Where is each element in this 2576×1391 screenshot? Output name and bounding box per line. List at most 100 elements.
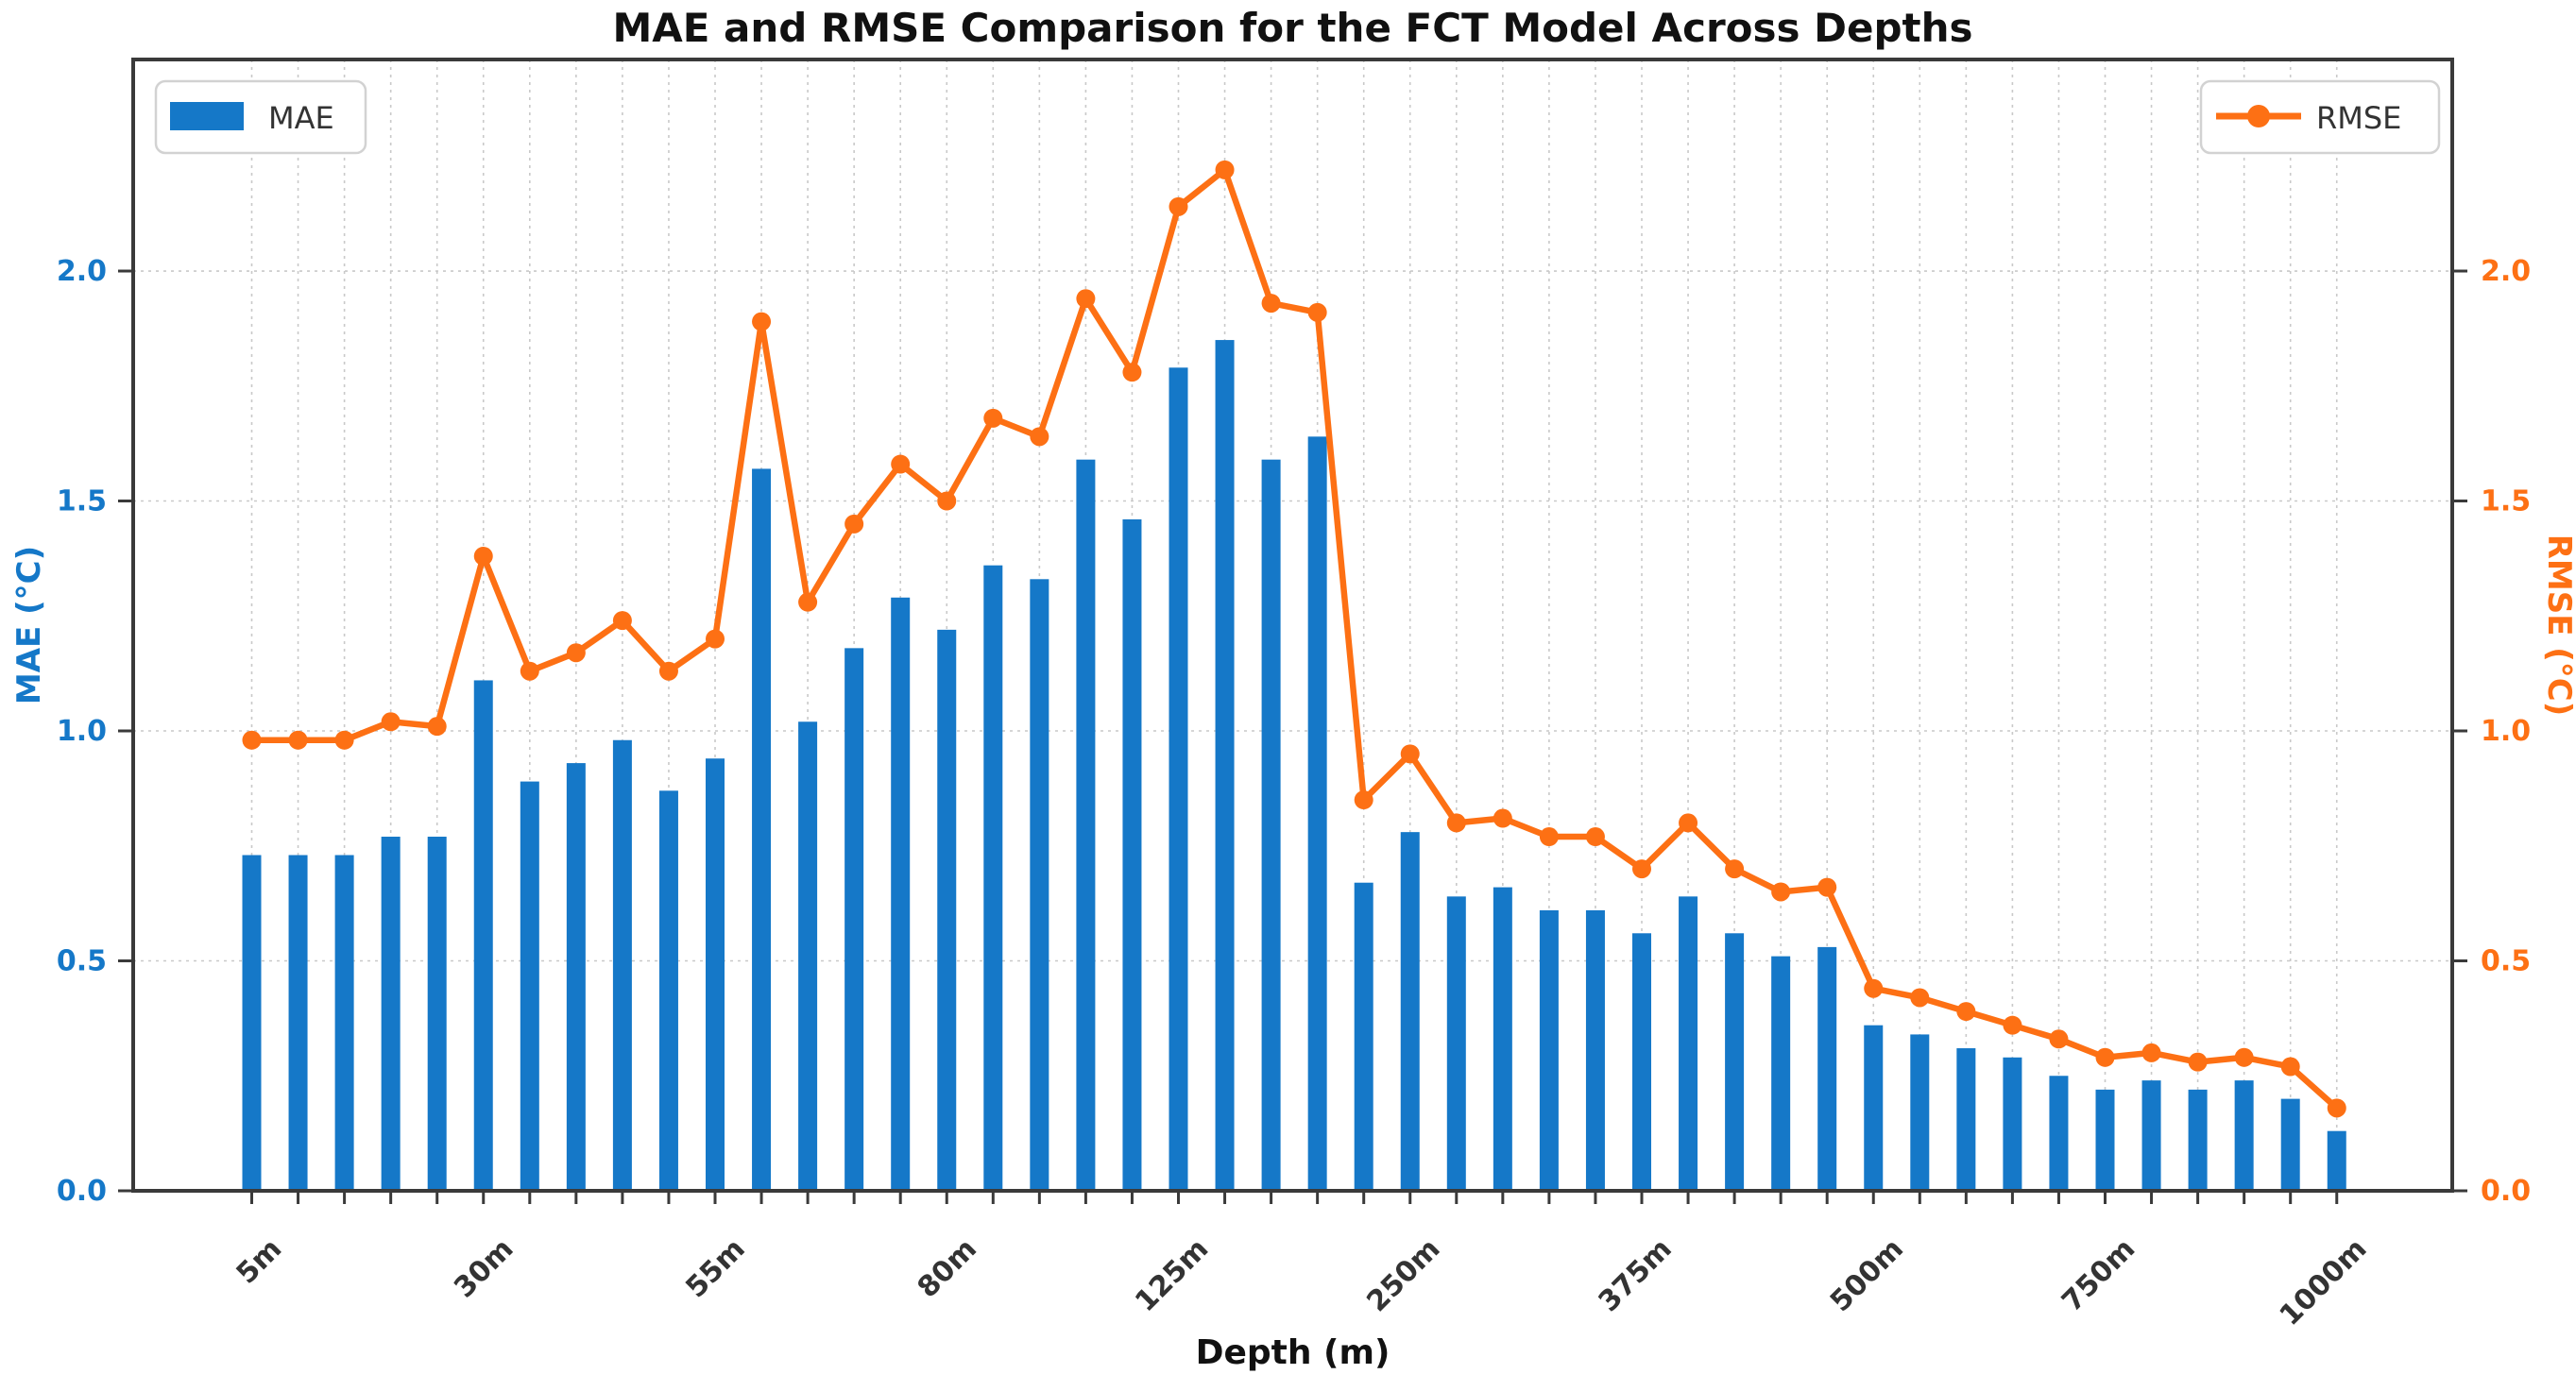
- rmse-marker: [381, 712, 401, 732]
- rmse-marker: [844, 514, 864, 534]
- y-left-axis-title: MAE (°C): [10, 546, 48, 704]
- mae-bar: [798, 721, 818, 1191]
- rmse-marker: [2234, 1047, 2254, 1067]
- mae-bar: [612, 739, 632, 1191]
- mae-bar: [2141, 1080, 2161, 1191]
- mae-bar: [473, 680, 493, 1191]
- mae-bar: [844, 648, 864, 1191]
- rmse-marker: [752, 312, 772, 331]
- mae-bar: [334, 855, 354, 1191]
- mae-bar: [2280, 1098, 2300, 1191]
- y-right-tick-label: 0.0: [2481, 1175, 2531, 1208]
- rmse-marker: [612, 611, 632, 631]
- mae-bar: [1493, 887, 1512, 1191]
- rmse-marker: [473, 546, 493, 566]
- rmse-marker: [242, 730, 262, 750]
- rmse-marker: [1076, 289, 1096, 309]
- y-right-tick-label: 1.0: [2481, 715, 2531, 748]
- mae-bar: [2327, 1130, 2346, 1191]
- gridlines: [133, 59, 2452, 1191]
- rmse-marker: [1215, 160, 1235, 179]
- rmse-marker: [1725, 859, 1745, 879]
- mae-bar: [1585, 909, 1605, 1191]
- mae-bar: [1076, 459, 1096, 1191]
- mae-bar: [937, 629, 957, 1191]
- mae-bar: [1679, 896, 1698, 1191]
- mae-bar: [2234, 1080, 2254, 1191]
- mae-bar: [1817, 946, 1837, 1191]
- legend-rmse-label: RMSE: [2316, 100, 2401, 136]
- rmse-marker: [1817, 877, 1837, 897]
- legend-mae-box: [154, 79, 367, 155]
- rmse-marker: [658, 661, 678, 681]
- mae-bar: [1122, 518, 1142, 1191]
- rmse-marker: [1169, 196, 1188, 216]
- mae-bar: [1910, 1034, 1930, 1191]
- rmse-marker: [520, 661, 539, 681]
- rmse-marker: [1585, 827, 1605, 847]
- mae-bar: [891, 597, 911, 1191]
- rmse-markers-group: [242, 160, 2346, 1118]
- mae-bar: [1215, 340, 1235, 1191]
- legend-mae: MAE: [154, 79, 367, 155]
- y-left-tick-label: 1.5: [57, 485, 107, 518]
- rmse-marker: [706, 629, 725, 649]
- rmse-marker: [1261, 294, 1281, 314]
- mae-bar: [1030, 579, 1049, 1191]
- mae-bar: [1956, 1048, 1976, 1191]
- mae-bar: [706, 758, 725, 1191]
- y-left-tick-label: 2.0: [57, 255, 107, 288]
- rmse-marker: [1910, 988, 1930, 1008]
- mae-bar: [1169, 367, 1188, 1191]
- mae-bar: [1632, 933, 1651, 1191]
- rmse-marker: [891, 454, 911, 474]
- rmse-marker: [983, 408, 1003, 428]
- rmse-marker: [2280, 1057, 2300, 1077]
- rmse-marker: [1864, 978, 1884, 998]
- mae-bar: [1539, 909, 1559, 1191]
- rmse-marker: [334, 730, 354, 750]
- mae-bar: [1400, 832, 1420, 1191]
- mae-bars-group: [242, 340, 2346, 1192]
- rmse-marker: [937, 491, 957, 511]
- rmse-marker: [288, 730, 308, 750]
- mae-bar: [2049, 1076, 2069, 1191]
- rmse-marker: [1956, 1002, 1976, 1022]
- mae-bar: [520, 781, 539, 1191]
- rmse-marker: [1122, 363, 1142, 382]
- x-axis-title: Depth (m): [1196, 1333, 1390, 1372]
- legend-mae-label: MAE: [268, 100, 334, 136]
- rmse-marker: [1679, 813, 1698, 833]
- mae-bar: [381, 837, 401, 1191]
- mae-swatch-icon: [170, 102, 244, 130]
- rmse-marker: [2049, 1029, 2069, 1049]
- rmse-marker: [1354, 790, 1373, 810]
- mae-bar: [752, 468, 772, 1192]
- mae-bar: [288, 855, 308, 1191]
- mae-bar: [1725, 933, 1745, 1191]
- mae-bar: [1446, 896, 1466, 1191]
- y-left-tick-label: 1.0: [57, 715, 107, 748]
- rmse-marker: [2327, 1098, 2346, 1118]
- rmse-marker: [1771, 882, 1791, 902]
- y-right-axis-title: RMSE (°C): [2540, 534, 2576, 717]
- mae-bar: [2188, 1089, 2208, 1191]
- mae-bar: [1864, 1025, 1884, 1191]
- mae-bar: [1307, 436, 1327, 1191]
- rmse-marker: [1307, 302, 1327, 322]
- y-right-tick-label: 1.5: [2481, 485, 2531, 518]
- rmse-marker: [1493, 808, 1512, 828]
- rmse-marker: [2188, 1052, 2208, 1072]
- rmse-marker: [1446, 813, 1466, 833]
- mae-bar: [2095, 1089, 2115, 1191]
- axes-spines: [131, 58, 2454, 1193]
- y-right-tick-label: 0.5: [2481, 945, 2531, 978]
- mae-bar: [566, 763, 586, 1191]
- rmse-marker: [1539, 827, 1559, 847]
- legend-rmse-box: [2199, 79, 2441, 155]
- mae-bar: [1771, 956, 1791, 1191]
- plot-border: [131, 58, 2454, 1193]
- rmse-marker: [1632, 859, 1651, 879]
